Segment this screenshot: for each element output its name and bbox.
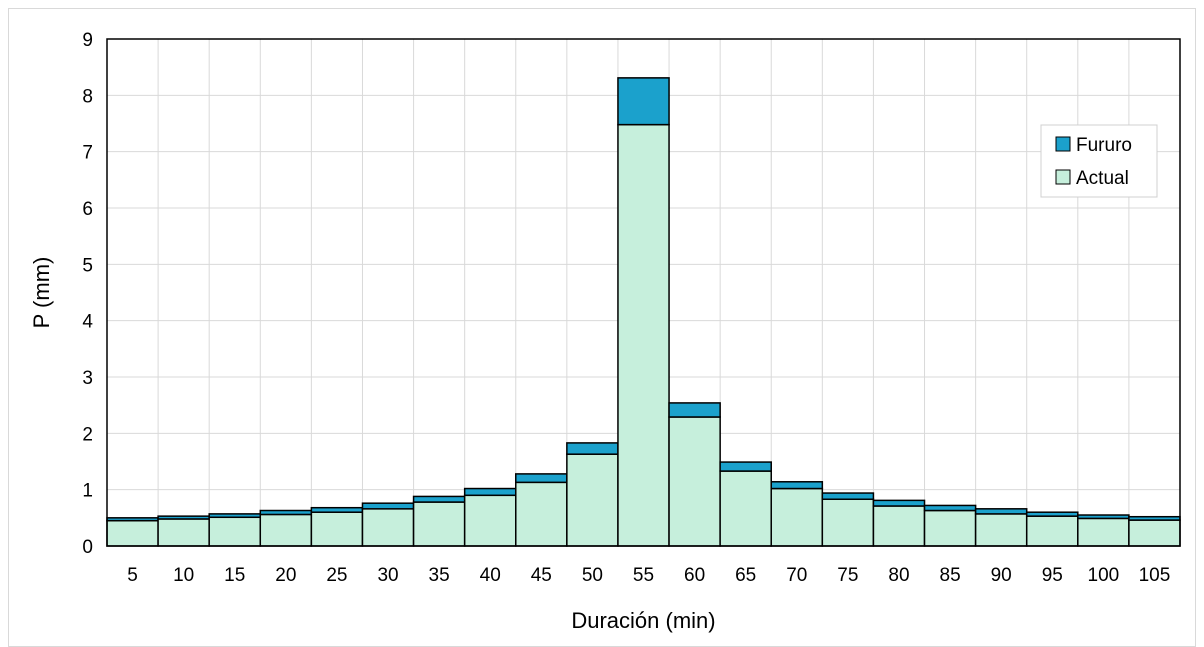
x-tick-label: 105 xyxy=(1139,565,1171,586)
legend-swatch-fururo xyxy=(1055,136,1071,152)
x-tick-label: 20 xyxy=(275,565,296,586)
bars xyxy=(106,77,1181,547)
bar-fururo-80 xyxy=(872,499,926,507)
bar-fururo-55 xyxy=(617,77,670,126)
x-tick-label: 85 xyxy=(940,565,961,586)
y-axis-ticks: 0 1 2 3 4 5 6 7 8 9 xyxy=(82,30,93,558)
bar-actual-85 xyxy=(923,509,977,547)
x-tick-label: 30 xyxy=(377,565,398,586)
bar-fururo-60 xyxy=(668,402,721,418)
bar-fururo-105 xyxy=(1128,515,1181,521)
bar-actual-40 xyxy=(463,494,517,547)
x-tick-label: 95 xyxy=(1042,565,1063,586)
legend: Fururo Actual xyxy=(1040,124,1158,198)
bar-actual-60 xyxy=(668,416,721,547)
x-tick-label: 100 xyxy=(1088,565,1120,586)
bar-actual-50 xyxy=(566,453,619,547)
y-tick-label: 1 xyxy=(82,481,93,502)
bar-actual-5 xyxy=(106,519,159,547)
x-tick-label: 55 xyxy=(633,565,654,586)
bar-actual-95 xyxy=(1025,515,1079,547)
bar-fururo-95 xyxy=(1025,511,1079,517)
x-tick-label: 90 xyxy=(991,565,1012,586)
bar-fururo-35 xyxy=(412,495,466,503)
legend-label-fururo: Fururo xyxy=(1076,135,1132,156)
y-tick-label: 8 xyxy=(82,86,93,107)
x-tick-label: 25 xyxy=(326,565,347,586)
x-tick-label: 65 xyxy=(735,565,756,586)
bar-actual-80 xyxy=(872,505,926,547)
bar-actual-30 xyxy=(361,508,415,547)
x-tick-label: 35 xyxy=(429,565,450,586)
bar-actual-45 xyxy=(515,481,568,547)
bar-fururo-45 xyxy=(515,473,568,484)
y-tick-label: 9 xyxy=(82,30,93,51)
bar-actual-100 xyxy=(1077,517,1130,547)
x-tick-label: 40 xyxy=(480,565,501,586)
x-tick-label: 75 xyxy=(837,565,858,586)
x-tick-label: 50 xyxy=(582,565,603,586)
bar-actual-105 xyxy=(1128,519,1181,547)
x-tick-label: 70 xyxy=(786,565,807,586)
bar-actual-75 xyxy=(821,498,875,547)
bar-actual-35 xyxy=(412,501,466,547)
legend-box xyxy=(1040,124,1158,198)
x-axis-title: Duración (min) xyxy=(571,608,715,633)
plot-area-border xyxy=(106,38,1181,547)
bar-fururo-25 xyxy=(310,506,364,513)
legend-swatch-actual xyxy=(1055,169,1071,185)
bar-actual-20 xyxy=(259,513,313,547)
x-tick-label: 45 xyxy=(531,565,552,586)
bar-fururo-50 xyxy=(566,442,619,455)
y-tick-label: 2 xyxy=(82,424,93,445)
bar-fururo-90 xyxy=(974,508,1028,515)
bar-fururo-65 xyxy=(719,461,772,472)
bar-actual-90 xyxy=(974,513,1028,547)
bar-actual-65 xyxy=(719,470,772,547)
y-tick-label: 3 xyxy=(82,368,93,389)
bar-actual-25 xyxy=(310,511,364,547)
x-tick-label: 5 xyxy=(127,565,138,586)
x-tick-label: 80 xyxy=(888,565,909,586)
bar-fururo-15 xyxy=(208,513,262,519)
bar-fururo-85 xyxy=(923,504,977,512)
bar-fururo-75 xyxy=(821,492,875,500)
bar-actual-15 xyxy=(208,516,262,547)
bar-fururo-100 xyxy=(1077,514,1130,520)
bar-fururo-70 xyxy=(770,481,824,490)
y-tick-label: 6 xyxy=(82,199,93,220)
bar-fururo-5 xyxy=(106,517,159,522)
bar-fururo-20 xyxy=(259,509,313,516)
bar-fururo-40 xyxy=(463,487,517,497)
bar-fururo-30 xyxy=(361,502,415,510)
y-tick-label: 5 xyxy=(82,255,93,276)
y-tick-label: 0 xyxy=(82,537,93,558)
x-axis-ticks: 5 10 15 20 25 30 35 40 45 50 55 60 65 70 75 80 85 90 95 100… xyxy=(127,565,1170,586)
y-tick-label: 4 xyxy=(82,312,93,333)
x-tick-label: 10 xyxy=(173,565,194,586)
legend-label-actual: Actual xyxy=(1076,168,1129,189)
bar-fururo-10 xyxy=(157,515,210,520)
x-tick-label: 15 xyxy=(224,565,245,586)
bar-actual-55 xyxy=(617,123,670,547)
bar-actual-70 xyxy=(770,487,824,547)
y-axis-title: P (mm) xyxy=(29,257,54,329)
y-tick-label: 7 xyxy=(82,143,93,164)
bar-actual-10 xyxy=(157,518,210,547)
x-tick-label: 60 xyxy=(684,565,705,586)
